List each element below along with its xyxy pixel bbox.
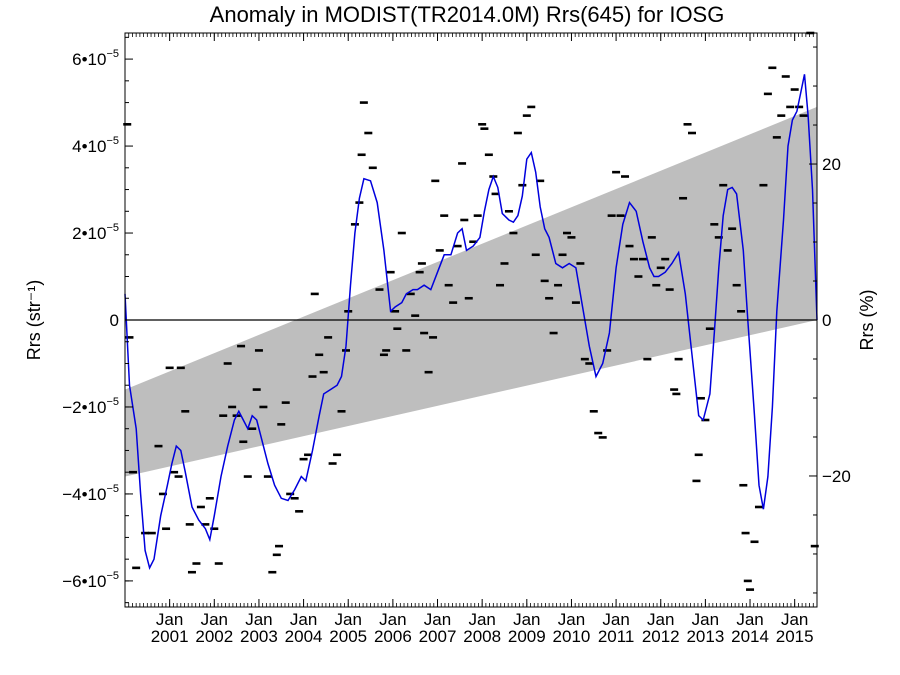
x-tick-month: Jan xyxy=(602,610,629,629)
x-tick-month: Jan xyxy=(558,610,585,629)
y2-tick-label: −20 xyxy=(822,467,851,486)
x-tick-year: 2003 xyxy=(240,627,278,646)
y2-tick-label: 20 xyxy=(822,155,841,174)
y-tick-label: −4•10−5 xyxy=(62,483,119,504)
x-tick-year: 2010 xyxy=(553,627,591,646)
trend-band-layer xyxy=(125,106,817,477)
x-tick-year: 2013 xyxy=(686,627,724,646)
x-tick-month: Jan xyxy=(468,610,495,629)
x-tick-year: 2009 xyxy=(508,627,546,646)
x-tick-month: Jan xyxy=(647,610,674,629)
x-tick-year: 2004 xyxy=(285,627,323,646)
trend-band xyxy=(125,106,817,477)
smoothed-line-layer xyxy=(124,74,818,571)
y2-axis-label: Rrs (%) xyxy=(857,290,877,351)
axes-layer: 6•10−5 4•10−5 2•10−5 0 −2•10−5 −4•10−5 −6•10−5… xyxy=(62,32,851,646)
x-tick-year: 2005 xyxy=(329,627,367,646)
x-tick-month: Jan xyxy=(781,610,808,629)
x-tick-month: Jan xyxy=(692,610,719,629)
x-tick-month: Jan xyxy=(736,610,763,629)
y2-tick-label: 0 xyxy=(822,311,831,330)
x-tick-year: 2015 xyxy=(776,627,814,646)
x-tick-month: Jan xyxy=(513,610,540,629)
x-tick-year: 2012 xyxy=(642,627,680,646)
y-tick-label: −6•10−5 xyxy=(62,570,119,591)
smoothed-line xyxy=(124,74,818,571)
x-tick-year: 2011 xyxy=(598,627,635,646)
x-tick-month: Jan xyxy=(379,610,406,629)
x-tick-month: Jan xyxy=(245,610,272,629)
x-tick-month: Jan xyxy=(201,610,228,629)
x-tick-year: 2002 xyxy=(195,627,233,646)
x-tick-year: 2007 xyxy=(419,627,457,646)
y-tick-label: 0 xyxy=(110,311,119,330)
x-tick-year: 2006 xyxy=(374,627,412,646)
x-tick-year: 2001 xyxy=(151,627,189,646)
x-tick-year: 2008 xyxy=(463,627,501,646)
y-tick-label: −2•10−5 xyxy=(62,396,119,417)
x-tick-month: Jan xyxy=(156,610,183,629)
x-tick-month: Jan xyxy=(335,610,362,629)
x-tick-year: 2014 xyxy=(731,627,769,646)
monthly-points-layer xyxy=(123,31,819,591)
chart-title: Anomaly in MODIST(TR2014.0M) Rrs(645) fo… xyxy=(210,2,725,27)
x-tick-month: Jan xyxy=(424,610,451,629)
y-tick-label: 6•10−5 xyxy=(72,48,119,69)
y-axis-label: Rrs (str⁻¹) xyxy=(24,280,44,360)
x-tick-month: Jan xyxy=(290,610,317,629)
y-tick-label: 2•10−5 xyxy=(72,222,119,243)
y-tick-label: 4•10−5 xyxy=(72,135,119,156)
